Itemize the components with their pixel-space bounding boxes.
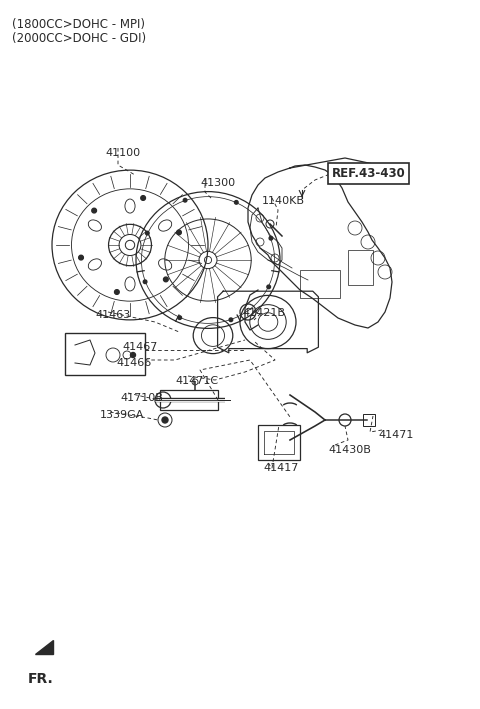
Circle shape [115,290,119,294]
Text: 41471: 41471 [378,430,413,440]
Text: REF.43-430: REF.43-430 [332,167,406,180]
Bar [160,390,218,410]
Text: 1140KB: 1140KB [262,196,305,206]
Text: 41710B: 41710B [120,393,163,403]
Circle shape [141,196,145,201]
Text: 41300: 41300 [200,178,235,188]
Text: 41463: 41463 [95,310,130,320]
Bar [348,250,373,285]
Circle shape [177,230,181,235]
Circle shape [92,208,96,213]
Circle shape [178,316,181,320]
Circle shape [131,352,135,357]
Text: 41466: 41466 [116,358,151,368]
Text: 41471C: 41471C [175,376,218,386]
Text: 41430B: 41430B [328,445,371,455]
Circle shape [143,280,147,284]
Text: 41417: 41417 [263,463,299,473]
Bar [300,270,340,298]
Circle shape [162,417,168,423]
Circle shape [267,285,271,289]
Bar [65,333,145,375]
Polygon shape [35,640,53,654]
Circle shape [164,277,168,281]
Text: (1800CC>DOHC - MPI): (1800CC>DOHC - MPI) [12,18,145,31]
Bar [363,414,375,426]
Text: 1339GA: 1339GA [100,410,144,420]
Circle shape [145,231,149,235]
Circle shape [269,236,273,240]
Bar [258,425,300,460]
Text: FR.: FR. [28,672,54,686]
Text: 41467: 41467 [122,342,157,352]
Circle shape [229,318,233,322]
Text: 41421B: 41421B [242,308,285,318]
Text: (2000CC>DOHC - GDI): (2000CC>DOHC - GDI) [12,32,146,45]
Circle shape [79,255,84,260]
Text: 41100: 41100 [105,148,140,158]
Circle shape [183,199,187,202]
Circle shape [235,201,238,204]
